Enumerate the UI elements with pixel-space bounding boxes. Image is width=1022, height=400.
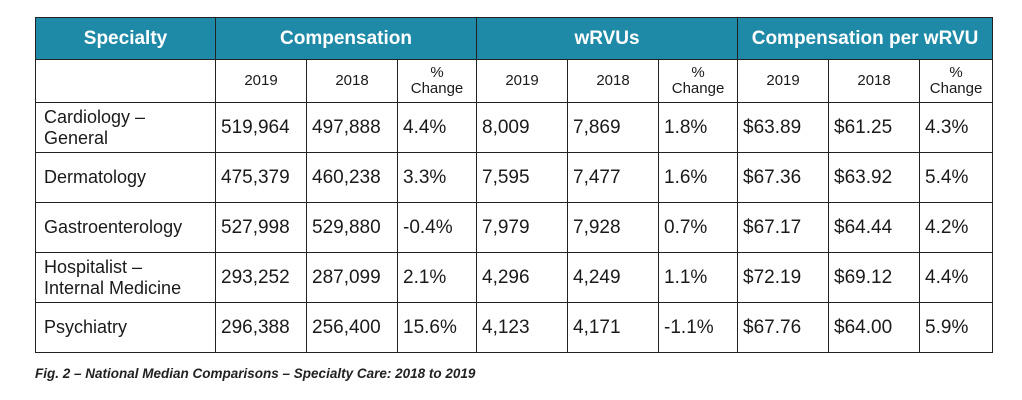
subheader-wrvu-2018: 2018 bbox=[567, 59, 660, 103]
cell-wrvu-pct: 1.8% bbox=[658, 102, 739, 153]
cell-comp-pct: 15.6% bbox=[396, 302, 478, 353]
pct-symbol: % bbox=[949, 64, 963, 81]
cell-wrvu-2019: 4,123 bbox=[476, 302, 569, 353]
cell-comp-2019: 519,964 bbox=[215, 102, 307, 153]
specialty-name-line2: General bbox=[44, 127, 109, 148]
cell-wrvu-2019: 4,296 bbox=[476, 252, 569, 303]
sub-header-row: 2019 2018 % Change 2019 2018 % Change 2019… bbox=[35, 59, 994, 103]
table-row: Hospitalist – Internal Medicine 293,252 287… bbox=[35, 252, 994, 303]
cell-cpw-2019: $67.36 bbox=[737, 152, 830, 203]
specialty-name-line1: Gastroenterology bbox=[44, 217, 183, 237]
specialty-name-line2: Internal Medicine bbox=[44, 277, 182, 298]
cell-cpw-pct: 5.9% bbox=[919, 302, 994, 353]
specialty-cell: Gastroenterology bbox=[35, 202, 216, 253]
pct-symbol: % bbox=[430, 64, 444, 81]
cell-cpw-pct: 5.4% bbox=[919, 152, 994, 203]
header-wrvus: wRVUs bbox=[476, 17, 739, 60]
header-comp-per-wrvu: Compensation per wRVU bbox=[737, 17, 994, 60]
specialty-name-line1: Hospitalist – bbox=[44, 256, 143, 277]
cell-wrvu-pct: 1.6% bbox=[658, 152, 739, 203]
subheader-comp-2019: 2019 bbox=[215, 59, 307, 103]
cell-cpw-pct: 4.2% bbox=[919, 202, 994, 253]
cell-cpw-2019: $72.19 bbox=[737, 252, 830, 303]
cell-comp-pct: 4.4% bbox=[396, 102, 478, 153]
subheader-cpw-2019: 2019 bbox=[737, 59, 830, 103]
subheader-cpw-2018: 2018 bbox=[828, 59, 921, 103]
specialty-name-line1: Dermatology bbox=[44, 167, 147, 187]
cell-comp-2018: 497,888 bbox=[306, 102, 398, 153]
cell-wrvu-2019: 8,009 bbox=[476, 102, 569, 153]
specialty-cell: Hospitalist – Internal Medicine bbox=[35, 252, 216, 303]
header-compensation: Compensation bbox=[214, 17, 478, 60]
cell-comp-pct: 2.1% bbox=[396, 252, 478, 303]
comparison-table-container: Specialty Compensation wRVUs Compensatio… bbox=[35, 17, 994, 353]
cell-comp-2019: 475,379 bbox=[215, 152, 307, 203]
cell-comp-2018: 256,400 bbox=[306, 302, 398, 353]
cell-cpw-pct: 4.4% bbox=[919, 252, 994, 303]
subheader-wrvu-pct: % Change bbox=[658, 59, 739, 103]
pct-change-label: Change bbox=[929, 80, 983, 97]
cell-comp-pct: -0.4% bbox=[396, 202, 478, 253]
table-row: Gastroenterology 527,998 529,880 -0.4% 7,979… bbox=[35, 202, 994, 253]
cell-comp-2019: 296,388 bbox=[215, 302, 307, 353]
table-row: Cardiology – General 519,964 497,888 4.4% 8,0… bbox=[35, 102, 994, 153]
header-specialty: Specialty bbox=[35, 17, 216, 60]
subheader-comp-pct: % Change bbox=[396, 59, 478, 103]
subheader-wrvu-2019: 2019 bbox=[476, 59, 569, 103]
cell-comp-2018: 460,238 bbox=[306, 152, 398, 203]
pct-change-label: Change bbox=[410, 80, 464, 97]
subheader-empty bbox=[35, 59, 216, 103]
cell-wrvu-2019: 7,595 bbox=[476, 152, 569, 203]
cell-wrvu-pct: 1.1% bbox=[658, 252, 739, 303]
cell-wrvu-pct: -1.1% bbox=[658, 302, 739, 353]
cell-wrvu-2018: 4,249 bbox=[567, 252, 660, 303]
subheader-comp-2018: 2018 bbox=[306, 59, 398, 103]
specialty-cell: Psychiatry bbox=[35, 302, 216, 353]
specialty-cell: Dermatology bbox=[35, 152, 216, 203]
cell-cpw-2018: $63.92 bbox=[828, 152, 921, 203]
cell-cpw-2019: $67.76 bbox=[737, 302, 830, 353]
cell-cpw-2018: $69.12 bbox=[828, 252, 921, 303]
cell-cpw-2019: $67.17 bbox=[737, 202, 830, 253]
cell-wrvu-2018: 7,869 bbox=[567, 102, 660, 153]
cell-cpw-pct: 4.3% bbox=[919, 102, 994, 153]
cell-comp-2019: 293,252 bbox=[215, 252, 307, 303]
table-row: Psychiatry 296,388 256,400 15.6% 4,123 4,171-… bbox=[35, 302, 994, 353]
cell-cpw-2019: $63.89 bbox=[737, 102, 830, 153]
pct-symbol: % bbox=[691, 64, 705, 81]
cell-comp-2018: 287,099 bbox=[306, 252, 398, 303]
cell-comp-pct: 3.3% bbox=[396, 152, 478, 203]
specialty-name-line1: Cardiology – bbox=[44, 106, 146, 127]
group-header-row: Specialty Compensation wRVUs Compensatio… bbox=[35, 17, 994, 60]
cell-wrvu-2019: 7,979 bbox=[476, 202, 569, 253]
cell-wrvu-2018: 4,171 bbox=[567, 302, 660, 353]
cell-cpw-2018: $64.00 bbox=[828, 302, 921, 353]
specialty-name-line1: Psychiatry bbox=[44, 317, 128, 337]
cell-cpw-2018: $61.25 bbox=[828, 102, 921, 153]
figure-caption: Fig. 2 – National Median Comparisons – S… bbox=[35, 366, 476, 381]
cell-wrvu-2018: 7,477 bbox=[567, 152, 660, 203]
comparison-table: Specialty Compensation wRVUs Compensatio… bbox=[35, 17, 994, 353]
cell-cpw-2018: $64.44 bbox=[828, 202, 921, 253]
cell-comp-2018: 529,880 bbox=[306, 202, 398, 253]
pct-change-label: Change bbox=[671, 80, 725, 97]
table-row: Dermatology 475,379 460,238 3.3% 7,595 7,477 1… bbox=[35, 152, 994, 203]
cell-comp-2019: 527,998 bbox=[215, 202, 307, 253]
specialty-cell: Cardiology – General bbox=[35, 102, 216, 153]
subheader-cpw-pct: % Change bbox=[919, 59, 994, 103]
cell-wrvu-pct: 0.7% bbox=[658, 202, 739, 253]
cell-wrvu-2018: 7,928 bbox=[567, 202, 660, 253]
